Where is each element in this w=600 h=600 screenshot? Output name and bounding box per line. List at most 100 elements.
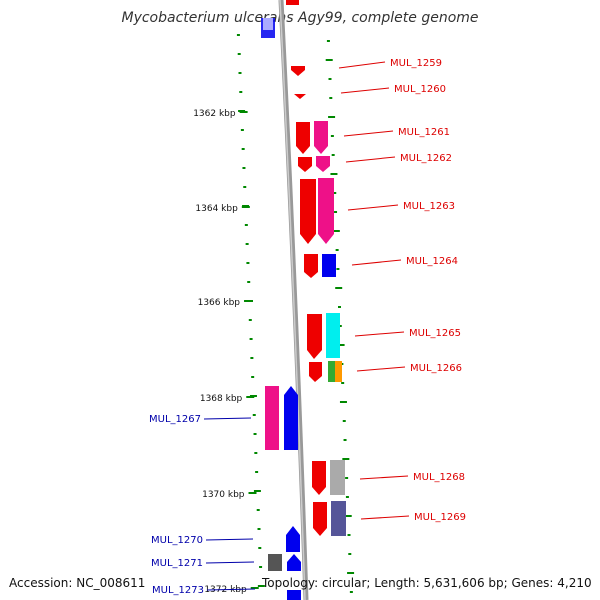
kbp-label: 1366 kbp [198,298,241,308]
cds-mul-1259[interactable] [291,66,305,76]
gc-content-tick [242,167,246,169]
gc-skew-tick [325,59,333,61]
gc-content-tick [256,509,260,511]
gc-skew-tick [345,496,349,498]
gc-skew-tick [337,344,345,346]
gc-content-tick [257,528,261,530]
leader-line [203,417,252,420]
gc-content-tick [238,72,242,74]
cog-mul-1266-orange[interactable] [335,361,342,382]
kbp-tick [244,300,253,302]
cds-mul-1264[interactable] [304,254,318,278]
cds-mul-1268[interactable] [312,461,326,495]
forward-strand-features [291,66,346,536]
gene-label[interactable]: MUL_1269 [414,512,466,523]
gc-content-tick [253,490,261,492]
gc-content-tick [249,338,253,340]
gc-skew-tick [345,477,349,479]
gene-labels-left: MUL_1267 MUL_1270 MUL_1271 MUL_1273 [149,414,256,596]
leader-line [343,130,394,137]
gc-skew-tick [332,230,340,232]
gc-skew-tick [328,78,332,80]
cog-mul-1264[interactable] [322,254,336,277]
gc-skew-tick [347,572,355,574]
gc-content-tick [257,585,265,587]
gc-content-tick [245,243,249,245]
gc-content-tick [240,129,244,131]
gene-label[interactable]: MUL_1270 [151,535,203,546]
gene-label[interactable]: MUL_1264 [406,256,458,267]
kbp-label: 1364 kbp [195,204,238,214]
cog-mul-1266-green[interactable] [328,361,335,382]
cds-mul-1273[interactable] [287,590,301,600]
cog-mul-1268[interactable] [330,460,345,495]
leader-line [206,588,256,591]
gc-content-tick [244,224,248,226]
gc-content-ticks [236,34,265,587]
cds-mul-1266[interactable] [309,362,322,382]
gc-skew-tick [329,97,333,99]
kbp-tick [239,111,248,113]
cds-mul-1270[interactable] [286,526,300,552]
gene-label[interactable]: MUL_1265 [409,328,461,339]
genome-backbone-highlight [279,0,306,600]
cog-mul-1263[interactable] [318,178,334,244]
gc-content-tick [246,262,250,264]
leader-line [205,538,254,541]
gc-skew-tick [335,249,339,251]
reverse-strand-features [265,386,301,600]
gc-skew-tick [348,553,352,555]
kbp-labels: 1362 kbp 1364 kbp 1366 kbp 1368 kbp 1370 kbp… [193,109,259,595]
leader-line [351,259,402,266]
gc-skew-tick [330,135,334,137]
gc-skew-tick [331,154,335,156]
gene-label[interactable]: MUL_1259 [390,58,442,69]
kbp-label: 1368 kbp [200,394,243,404]
cds-mul-1262[interactable] [298,157,312,172]
gc-content-tick [236,34,240,36]
gene-label[interactable]: MUL_1271 [151,558,203,569]
gene-label[interactable]: MUL_1273 [152,585,204,596]
gene-label[interactable]: MUL_1262 [400,153,452,164]
gene-label[interactable]: MUL_1260 [394,84,446,95]
cds-mul-1269[interactable] [313,502,327,536]
gc-skew-tick [328,116,336,118]
kbp-tick [248,492,257,494]
gc-skew-tick [336,268,340,270]
cog-mul-1269[interactable] [331,501,346,536]
cog-mul-1271[interactable] [268,554,282,571]
leader-line [338,61,386,69]
cds-mul-1267[interactable] [284,386,298,450]
feature-top-red[interactable] [286,0,299,5]
cds-mul-1260[interactable] [294,94,306,99]
gc-content-tick [253,433,257,435]
gc-content-tick [247,281,251,283]
gene-label[interactable]: MUL_1268 [413,472,465,483]
gc-skew-tick [339,401,347,403]
cog-mul-1262[interactable] [316,156,330,172]
gc-content-tick [243,186,247,188]
cog-mul-1265[interactable] [326,313,340,358]
gc-skew-tick [349,591,353,593]
gene-label[interactable]: MUL_1267 [149,414,201,425]
cds-mul-1261[interactable] [296,122,310,154]
gc-content-tick [251,376,255,378]
cog-mul-1267[interactable] [265,386,279,450]
gene-labels-right: MUL_1259 MUL_1260 MUL_1261 MUL_1262 MUL_1263… [338,58,466,523]
gc-skew-tick [342,458,350,460]
gene-label[interactable]: MUL_1261 [398,127,450,138]
cds-mul-1263[interactable] [300,179,316,244]
cds-mul-1265[interactable] [307,314,322,359]
leader-line [205,561,255,564]
gc-skew-ticks [325,40,355,593]
cog-mul-1261[interactable] [314,121,328,154]
cds-mul-1271[interactable] [287,554,301,571]
gc-skew-tick [342,420,346,422]
gc-content-tick [250,357,254,359]
gene-label[interactable]: MUL_1266 [410,363,462,374]
gc-content-tick [248,319,252,321]
gc-skew-tick [326,40,330,42]
leader-line [340,87,390,94]
gene-label[interactable]: MUL_1263 [403,201,455,212]
